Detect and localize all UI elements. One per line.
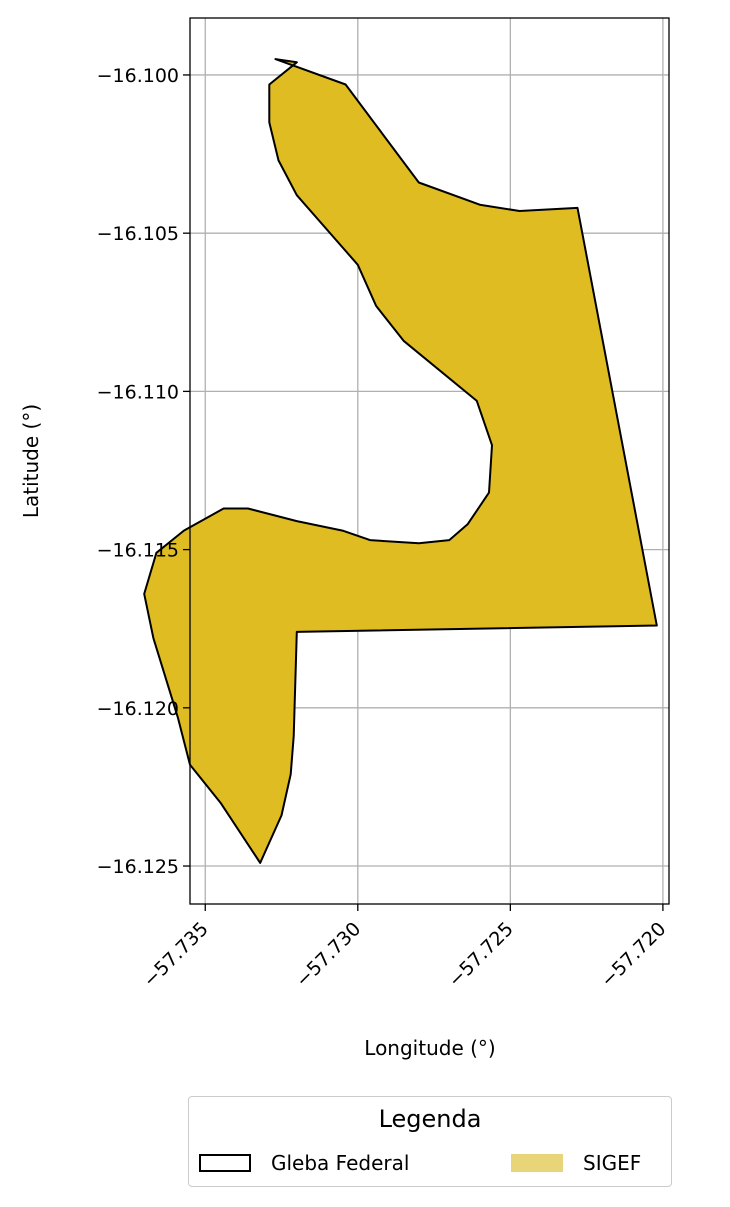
legend-item-sigef: SIGEF bbox=[511, 1149, 641, 1177]
y-tick-label: −16.125 bbox=[97, 856, 179, 878]
map-legend: Legenda Gleba Federal SIGEF bbox=[188, 1096, 672, 1187]
plot-frame bbox=[189, 17, 670, 905]
gleba-federal-swatch bbox=[199, 1154, 251, 1172]
y-axis-title: Latitude (°) bbox=[19, 404, 43, 518]
x-tick-label: −57.730 bbox=[292, 918, 366, 992]
x-tick-label: −57.725 bbox=[444, 918, 518, 992]
y-tick-label: −16.115 bbox=[97, 540, 179, 562]
legend-label-gleba-federal: Gleba Federal bbox=[271, 1151, 410, 1175]
y-tick-label: −16.120 bbox=[97, 698, 179, 720]
y-tick-label: −16.105 bbox=[97, 223, 179, 245]
y-tick-label: −16.110 bbox=[97, 381, 179, 403]
legend-label-sigef: SIGEF bbox=[583, 1151, 642, 1175]
map-figure: −57.735 −57.730 −57.725 −57.720 −16.100 −16.1… bbox=[19, 17, 671, 1060]
sigef-parcel-layer bbox=[143, 58, 658, 864]
legend-title: Legenda bbox=[378, 1105, 482, 1133]
x-tick-label: −57.735 bbox=[139, 918, 213, 992]
y-tick-label: −16.100 bbox=[97, 65, 179, 87]
x-tick-label: −57.720 bbox=[597, 918, 671, 992]
legend-item-gleba-federal: Gleba Federal bbox=[199, 1149, 409, 1177]
sigef-parcel-polygon bbox=[143, 58, 658, 864]
sigef-swatch bbox=[511, 1154, 563, 1172]
x-axis-title: Longitude (°) bbox=[364, 1036, 495, 1060]
